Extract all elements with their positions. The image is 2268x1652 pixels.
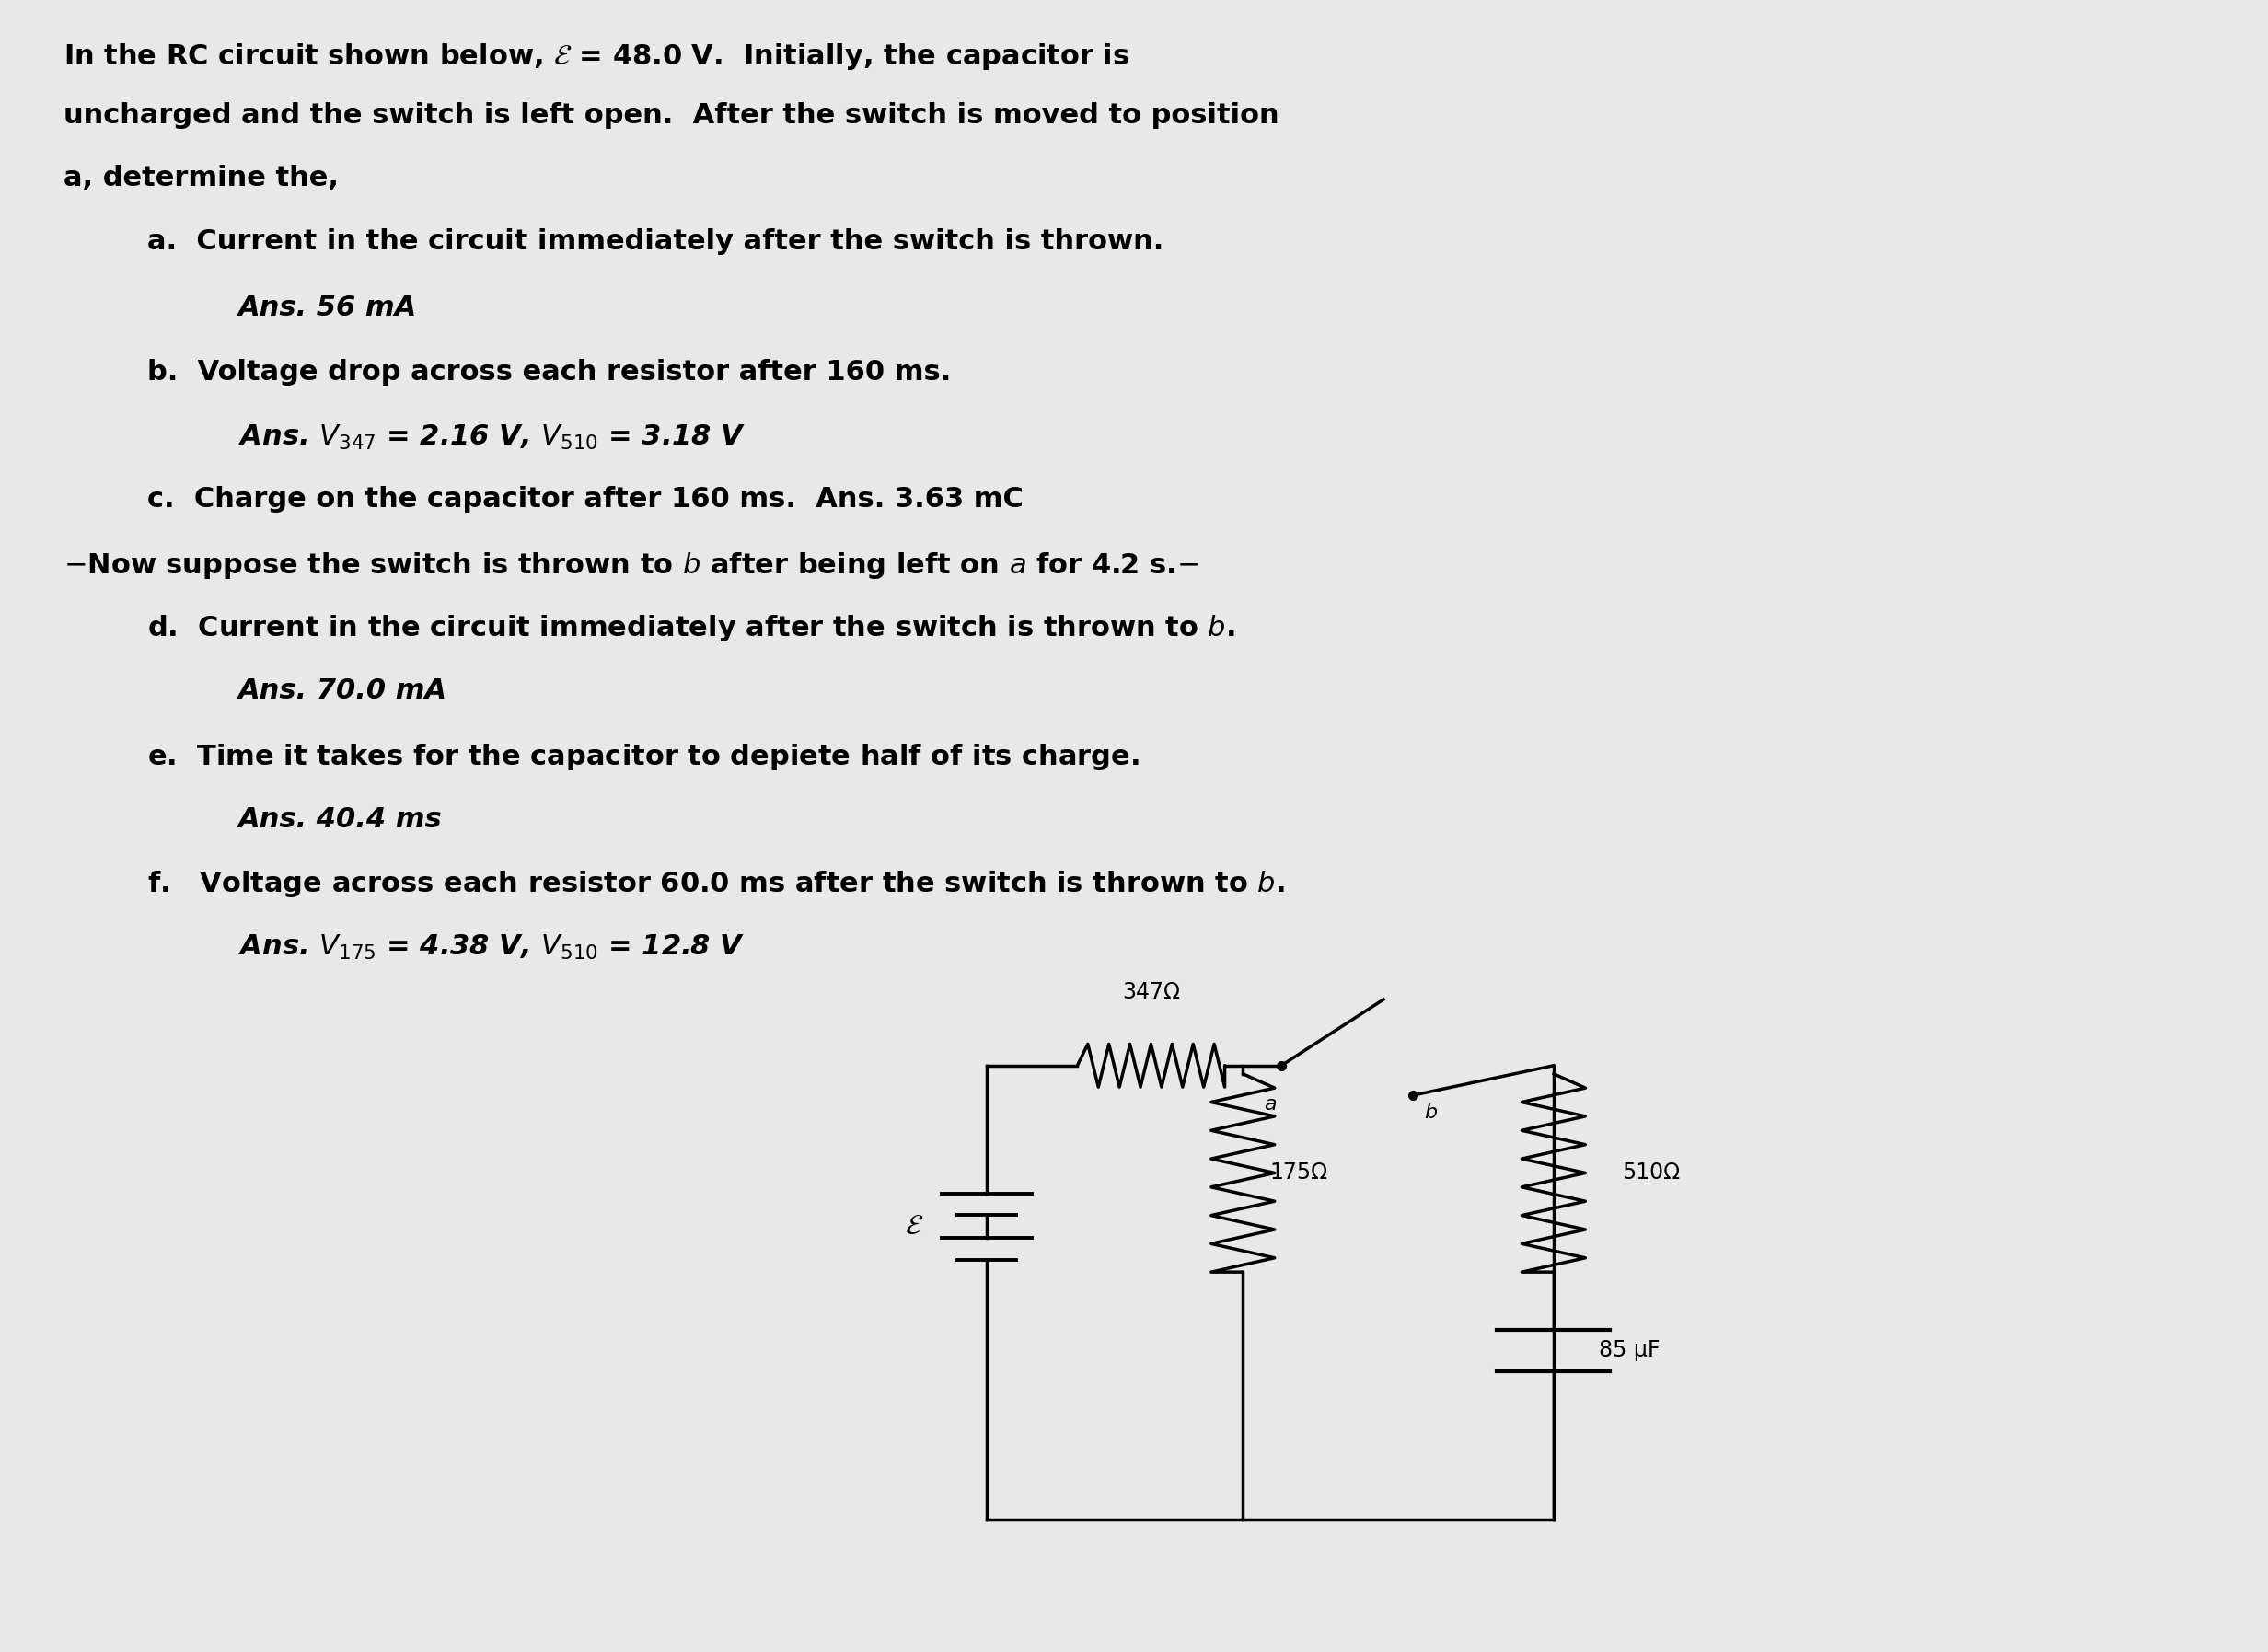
Text: Ans. $V_{175}$ = 4.38 V, $V_{510}$ = 12.8 V: Ans. $V_{175}$ = 4.38 V, $V_{510}$ = 12.… bbox=[238, 933, 744, 961]
Text: b: b bbox=[1424, 1104, 1438, 1122]
Text: d.  Current in the circuit immediately after the switch is thrown to $b$.: d. Current in the circuit immediately af… bbox=[147, 613, 1236, 643]
Text: In the RC circuit shown below, $\mathcal{E}$ = 48.0 V.  Initially, the capacitor: In the RC circuit shown below, $\mathcal… bbox=[64, 41, 1129, 71]
Text: a, determine the,: a, determine the, bbox=[64, 165, 338, 192]
Text: a: a bbox=[1263, 1095, 1277, 1113]
Text: Ans. 70.0 mA: Ans. 70.0 mA bbox=[238, 677, 447, 704]
Text: b.  Voltage drop across each resistor after 160 ms.: b. Voltage drop across each resistor aft… bbox=[147, 358, 950, 385]
Text: c.  Charge on the capacitor after 160 ms.  Ans. 3.63 mC: c. Charge on the capacitor after 160 ms.… bbox=[147, 486, 1023, 512]
Text: f.   Voltage across each resistor 60.0 ms after the switch is thrown to $b$.: f. Voltage across each resistor 60.0 ms … bbox=[147, 869, 1284, 899]
Text: $\mathcal{E}$: $\mathcal{E}$ bbox=[905, 1213, 923, 1241]
Text: Ans. 56 mA: Ans. 56 mA bbox=[238, 294, 417, 320]
Text: uncharged and the switch is left open.  After the switch is moved to position: uncharged and the switch is left open. A… bbox=[64, 102, 1279, 129]
Text: 510Ω: 510Ω bbox=[1622, 1161, 1681, 1184]
Text: a.  Current in the circuit immediately after the switch is thrown.: a. Current in the circuit immediately af… bbox=[147, 228, 1163, 254]
Text: Ans. $V_{347}$ = 2.16 V, $V_{510}$ = 3.18 V: Ans. $V_{347}$ = 2.16 V, $V_{510}$ = 3.1… bbox=[238, 423, 746, 451]
Text: 175Ω: 175Ω bbox=[1270, 1161, 1329, 1184]
Text: 347Ω: 347Ω bbox=[1123, 981, 1179, 1003]
Text: e.  Time it takes for the capacitor to dep$\mathbf{i}$ete half of its charge.: e. Time it takes for the capacitor to de… bbox=[147, 742, 1139, 771]
Text: 85 μF: 85 μF bbox=[1599, 1340, 1660, 1361]
Text: Ans. 40.4 ms: Ans. 40.4 ms bbox=[238, 806, 442, 833]
Text: $-$Now suppose the switch is thrown to $b$ after being left on $a$ for 4.2 s.$-$: $-$Now suppose the switch is thrown to $… bbox=[64, 550, 1200, 580]
